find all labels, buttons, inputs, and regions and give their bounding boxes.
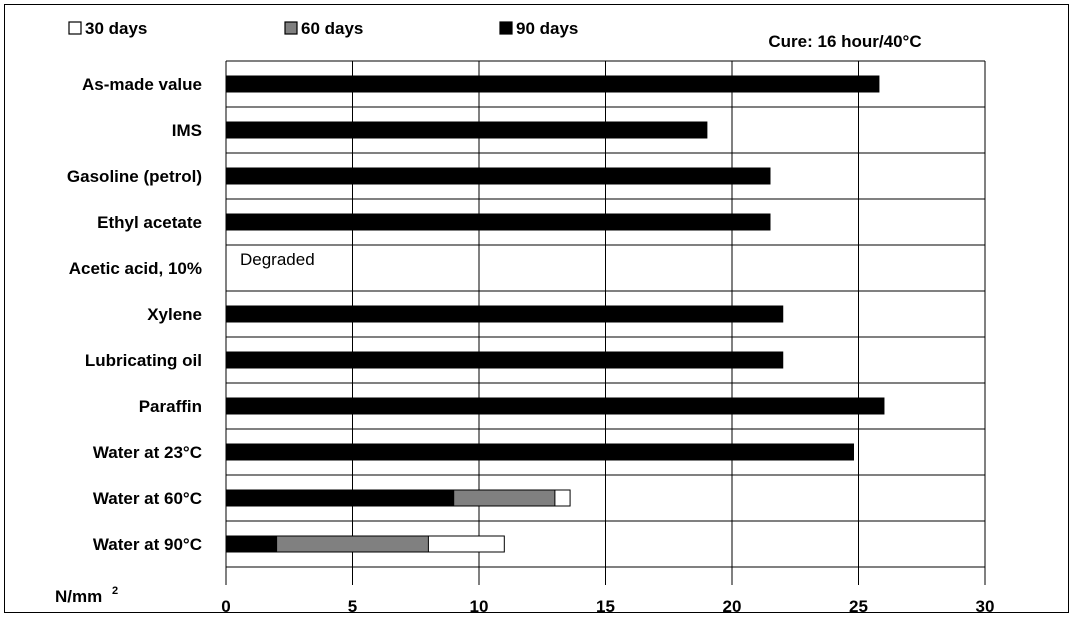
legend-swatch-60-days	[284, 21, 298, 35]
bar-label-degraded: Degraded	[240, 250, 315, 269]
category-label-water-at-60-c: Water at 60°C	[93, 489, 202, 508]
x-tick-label-30: 30	[976, 597, 995, 616]
x-tick-label-0: 0	[221, 597, 230, 616]
category-label-as-made-value: As-made value	[82, 75, 202, 94]
x-tick-label-15: 15	[596, 597, 615, 616]
x-tick-label-10: 10	[470, 597, 489, 616]
category-label-acetic-acid-10: Acetic acid, 10%	[69, 259, 202, 278]
bar-90-days-water-at-23-c	[225, 443, 854, 461]
category-label-lubricating-oil: Lubricating oil	[85, 351, 202, 370]
bar-90-days-water-at-90-c	[225, 535, 278, 553]
bar-90-days-ims	[225, 121, 708, 139]
cure-annotation: Cure: 16 hour/40°C	[768, 32, 921, 51]
x-tick-label-5: 5	[348, 597, 357, 616]
legend-swatch-30-days	[68, 21, 82, 35]
bar-90-days-paraffin	[225, 397, 885, 415]
legend: 30 days 60 days 90 days	[68, 19, 578, 38]
bar-90-days-as-made-value	[225, 75, 880, 93]
bar-90-days-gasoline-petrol	[225, 167, 771, 185]
category-label-gasoline-petrol: Gasoline (petrol)	[67, 167, 202, 186]
unit-label: N/mm 2	[55, 585, 118, 606]
category-label-water-at-90-c: Water at 90°C	[93, 535, 202, 554]
x-tick-label-20: 20	[723, 597, 742, 616]
bar-90-days-xylene	[225, 305, 784, 323]
bars: Degraded	[225, 75, 885, 553]
bar-90-days-ethyl-acetate	[225, 213, 771, 231]
legend-swatch-90-days	[499, 21, 513, 35]
legend-label-90-days: 90 days	[516, 19, 578, 38]
bar-90-days-water-at-60-c	[225, 489, 455, 507]
bar-90-days-lubricating-oil	[225, 351, 784, 369]
category-label-water-at-23-c: Water at 23°C	[93, 443, 202, 462]
category-label-ims: IMS	[172, 121, 202, 140]
legend-label-60-days: 60 days	[301, 19, 363, 38]
unit-text: N/mm	[55, 587, 102, 606]
x-tick-label-25: 25	[849, 597, 868, 616]
legend-label-30-days: 30 days	[85, 19, 147, 38]
category-label-xylene: Xylene	[147, 305, 202, 324]
category-label-paraffin: Paraffin	[139, 397, 202, 416]
unit-superscript: 2	[112, 585, 118, 597]
x-tick-labels: 0 5 10 15 20 25 30	[221, 597, 994, 616]
category-label-ethyl-acetate: Ethyl acetate	[97, 213, 202, 232]
category-labels: As-made value IMS Gasoline (petrol) Ethyl a…	[67, 75, 202, 554]
